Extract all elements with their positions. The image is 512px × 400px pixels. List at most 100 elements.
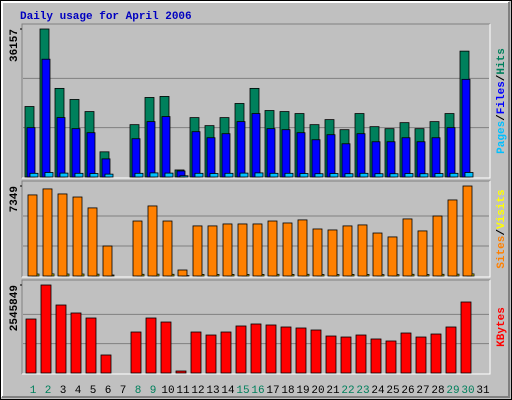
bar <box>72 196 83 277</box>
bar <box>205 334 217 374</box>
x-tick-label: 16 <box>251 385 264 397</box>
bar <box>329 173 339 178</box>
bar <box>100 354 112 374</box>
x-tick-label: 26 <box>401 385 414 397</box>
bar <box>209 173 219 178</box>
x-tick-label: 1 <box>30 385 37 397</box>
bar <box>147 205 158 277</box>
bar <box>311 139 321 178</box>
bar <box>145 317 157 374</box>
bar <box>87 207 98 277</box>
bar <box>160 321 172 374</box>
x-tick-label: 12 <box>191 385 204 397</box>
x-tick-label: 18 <box>281 385 294 397</box>
bar <box>177 269 188 277</box>
bar <box>400 332 412 374</box>
legend-entry: Files <box>496 81 508 114</box>
bar <box>327 229 338 277</box>
bar <box>359 172 369 178</box>
bar <box>56 117 66 178</box>
legend-separator: / <box>496 229 508 236</box>
bar <box>355 334 367 374</box>
bar <box>164 172 174 178</box>
bar <box>44 172 54 178</box>
bar <box>401 137 411 178</box>
bar <box>280 326 292 374</box>
bar <box>89 173 99 178</box>
bar <box>341 143 351 178</box>
bar <box>207 225 218 277</box>
bar <box>357 224 368 277</box>
bar <box>297 219 308 277</box>
x-tick-label: 6 <box>105 385 112 397</box>
plot-bevel-dark <box>21 180 490 277</box>
bar <box>254 172 264 178</box>
bar <box>282 222 293 277</box>
bar <box>265 324 277 374</box>
plot-bevel-light <box>22 24 491 179</box>
bar <box>194 172 204 178</box>
bar <box>372 232 383 277</box>
bar <box>415 336 427 374</box>
legend: Pages/Files/Hits <box>496 48 508 154</box>
x-tick-label: 23 <box>356 385 369 397</box>
x-tick-label: 8 <box>135 385 142 397</box>
bar <box>417 230 428 277</box>
bar <box>251 113 261 178</box>
bar <box>371 141 381 178</box>
plot-bevel-light <box>22 181 491 278</box>
bar <box>191 131 201 178</box>
bar <box>387 236 398 277</box>
bar <box>402 218 413 277</box>
x-tick-label: 11 <box>176 385 190 397</box>
y-tick-label: 2545849 <box>9 285 21 331</box>
bar <box>27 194 38 277</box>
bar <box>296 132 306 178</box>
bar <box>239 172 249 178</box>
legend-entry: Visits <box>496 189 508 229</box>
bar <box>250 323 262 374</box>
bar <box>312 228 323 277</box>
x-tick-label: 29 <box>446 385 459 397</box>
bar <box>131 138 141 178</box>
bar <box>281 129 291 178</box>
bar <box>25 318 37 374</box>
legend-separator: / <box>496 114 508 121</box>
bar <box>385 340 397 374</box>
bar <box>267 220 278 277</box>
bar <box>149 172 159 178</box>
bar <box>340 336 352 374</box>
bar <box>190 331 202 374</box>
bar <box>221 133 231 178</box>
bar <box>314 173 324 178</box>
bar <box>179 175 189 178</box>
bar <box>29 172 39 178</box>
bar <box>41 58 51 178</box>
x-tick-label: 9 <box>150 385 157 397</box>
bar <box>57 193 68 277</box>
bar <box>447 199 458 277</box>
legend-separator: / <box>496 74 508 81</box>
bar <box>404 173 414 178</box>
bar <box>386 141 396 178</box>
legend-entry: Sites <box>496 236 508 269</box>
bar <box>464 172 474 178</box>
bar <box>224 172 234 178</box>
bar <box>161 116 171 178</box>
bar <box>42 188 53 277</box>
bar <box>192 225 203 277</box>
x-tick-label: 14 <box>221 385 235 397</box>
plot-bevel-dark <box>21 279 490 374</box>
y-tick-label: 36157 <box>9 29 21 62</box>
bar <box>130 331 142 374</box>
x-tick-label: 30 <box>461 385 474 397</box>
bar <box>236 121 246 178</box>
bar <box>59 172 69 178</box>
x-tick-label: 2 <box>45 385 52 397</box>
y-tick-label: 7349 <box>9 186 21 212</box>
x-tick-label: 13 <box>206 385 219 397</box>
bar <box>431 137 441 178</box>
legend: KBytes <box>496 307 508 347</box>
